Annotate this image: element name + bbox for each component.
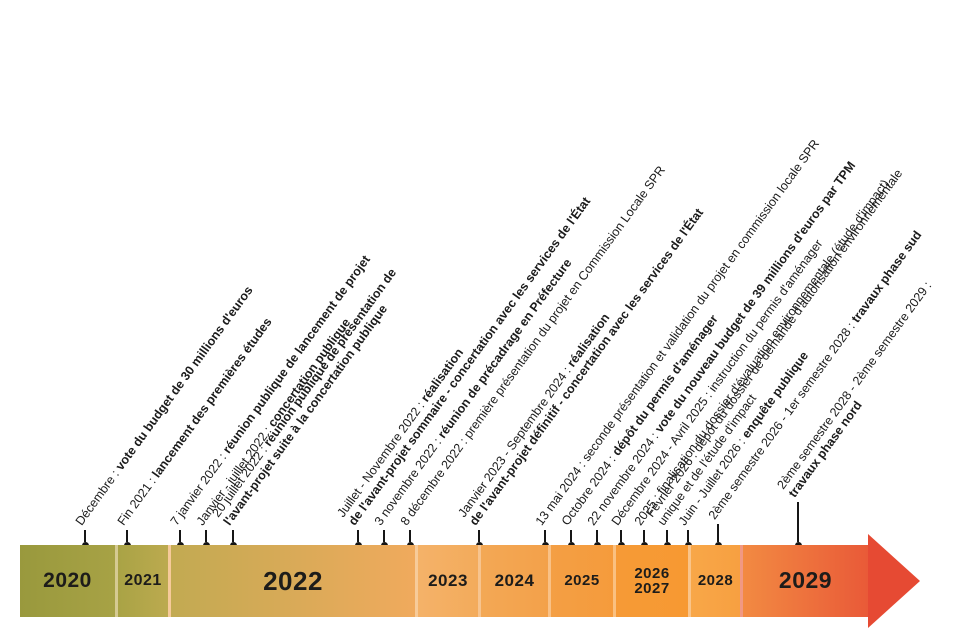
milestone-connector: [357, 530, 359, 542]
milestone-connector: [409, 530, 411, 542]
segment-2022: 2022: [168, 545, 415, 617]
segment-2029: 2029: [740, 545, 868, 617]
timeline-bar: 2020 2021 2022 2023 2024 2025 2026 2027 2028 202…: [20, 545, 868, 617]
arrow-head-icon: [868, 534, 920, 628]
segment-2021: 2021: [115, 545, 168, 617]
milestone-connector: [232, 530, 234, 542]
milestone-connector: [544, 530, 546, 542]
year-label-2020: 2020: [43, 569, 92, 593]
year-label-2026-2027: 2026 2027: [634, 564, 670, 597]
year-label-2029: 2029: [778, 567, 833, 594]
segment-2028: 2028: [688, 545, 740, 617]
milestone-connector: [596, 530, 598, 542]
year-label-2028: 2028: [697, 572, 734, 590]
milestone-connector: [620, 530, 622, 542]
year-label-2023: 2023: [428, 571, 468, 591]
milestone-connector: [717, 524, 719, 542]
milestone-connector: [205, 530, 207, 542]
milestone-label: 7 janvier 2022 : réunion publique de lan…: [168, 253, 373, 528]
segment-2020: 2020: [20, 545, 115, 617]
year-label-2022: 2022: [263, 565, 323, 596]
milestone-label: Juillet - Novembre 2022 : réalisation de …: [334, 186, 593, 528]
milestone-connector: [84, 530, 86, 542]
milestone-connector: [666, 530, 668, 542]
milestone-connector: [383, 530, 385, 542]
year-label-2025: 2025: [564, 572, 600, 590]
segment-2024: 2024: [478, 545, 548, 617]
milestone-connector: [797, 502, 799, 542]
milestone-text-bold: réunion publique de présentation de: [260, 265, 400, 449]
year-label-2021: 2021: [124, 571, 162, 589]
milestone-connector: [643, 530, 645, 542]
segment-2025: 2025: [548, 545, 613, 617]
milestone-connector: [179, 530, 181, 542]
milestone-text-bold: de l'avant-projet sommaire - concertatio…: [345, 194, 594, 528]
year-label-2024: 2024: [494, 571, 535, 591]
milestone-connector: [570, 530, 572, 542]
segment-2023: 2023: [415, 545, 478, 617]
milestone-connector: [687, 530, 689, 542]
milestone-text: Fin 2021 :: [114, 471, 161, 528]
milestone-connector: [478, 530, 480, 542]
milestone-connector: [126, 530, 128, 542]
segment-2026-2027: 2026 2027: [613, 545, 688, 617]
